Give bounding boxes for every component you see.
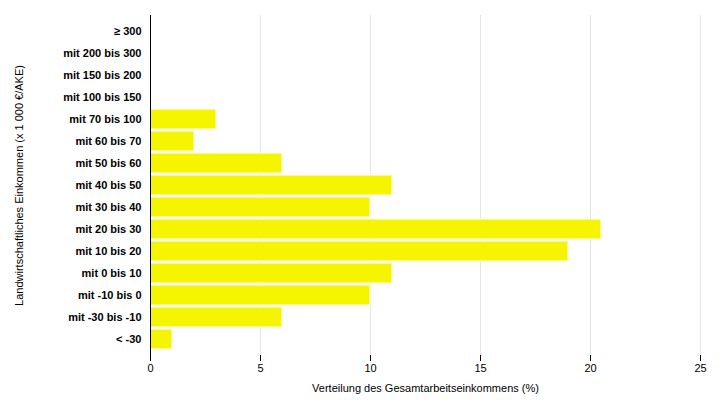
svg-text:Verteilung des Gesamtarbeitsei: Verteilung des Gesamtarbeitseinkommens (… [312,382,539,394]
svg-text:mit 30 bis 40: mit 30 bis 40 [75,201,141,213]
svg-text:15: 15 [474,362,486,374]
svg-text:mit -30 bis -10: mit -30 bis -10 [68,311,141,323]
svg-text:25: 25 [694,362,706,374]
svg-text:20: 20 [584,362,596,374]
svg-text:Landwirtschaftliches Einkommen: Landwirtschaftliches Einkommen (x 1 000 … [13,65,25,306]
svg-text:5: 5 [257,362,263,374]
svg-text:< -30: < -30 [116,333,141,345]
svg-text:0: 0 [147,362,153,374]
svg-text:mit 150 bis 200: mit 150 bis 200 [63,69,141,81]
svg-text:mit 20 bis 30: mit 20 bis 30 [75,223,141,235]
svg-text:mit 50 bis 60: mit 50 bis 60 [75,157,141,169]
svg-text:10: 10 [364,362,376,374]
svg-text:mit 70 bis 100: mit 70 bis 100 [69,113,141,125]
svg-text:mit 40 bis 50: mit 40 bis 50 [75,179,141,191]
svg-text:≥ 300: ≥ 300 [114,25,141,37]
svg-text:mit 60 bis 70: mit 60 bis 70 [75,135,141,147]
svg-text:mit 0 bis 10: mit 0 bis 10 [82,267,142,279]
svg-text:mit 10 bis 20: mit 10 bis 20 [75,245,141,257]
svg-text:mit 200 bis 300: mit 200 bis 300 [63,47,141,59]
svg-text:mit -10 bis 0: mit -10 bis 0 [78,289,142,301]
svg-text:mit 100 bis 150: mit 100 bis 150 [63,91,141,103]
